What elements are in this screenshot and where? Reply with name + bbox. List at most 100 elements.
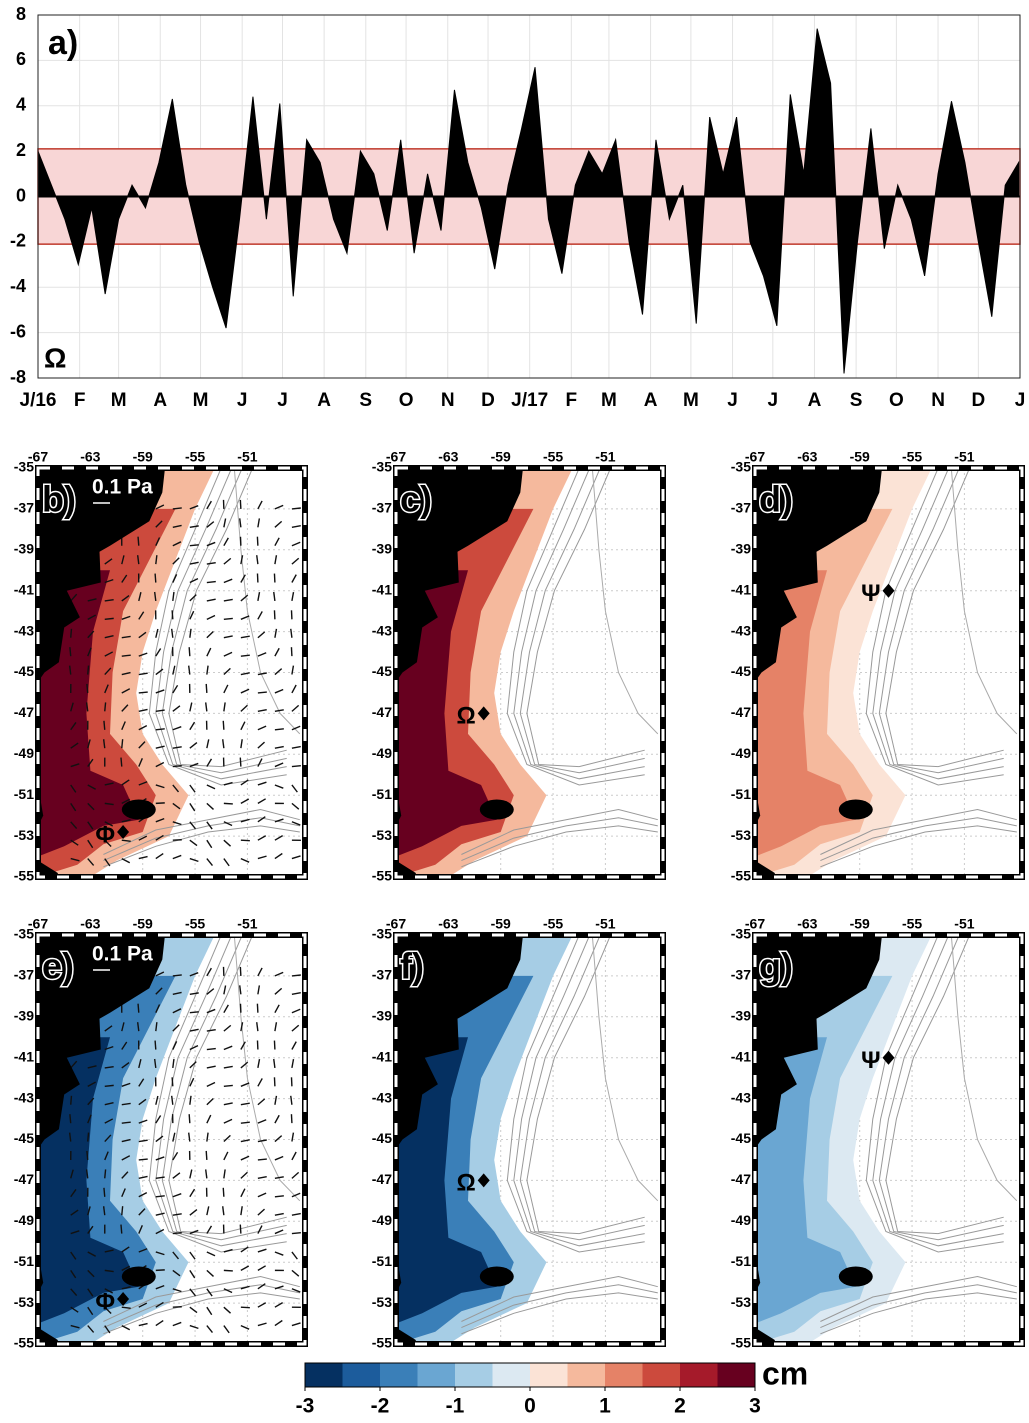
wind-arrow <box>120 757 123 767</box>
wind-arrow <box>239 985 242 995</box>
wind-arrow <box>138 725 148 731</box>
y-tick-label: -55 <box>731 868 751 884</box>
wind-arrow <box>104 1118 114 1124</box>
wind-arrow <box>87 1225 94 1234</box>
wind-arrow <box>291 821 301 826</box>
wind-arrow <box>104 1134 112 1143</box>
y-tick-label: -55 <box>14 868 34 884</box>
wind-arrow <box>257 1078 263 1087</box>
map-panel <box>755 935 1022 1344</box>
wind-arrow <box>121 1138 131 1143</box>
wind-arrow <box>136 1022 140 1032</box>
y-tick-label: -45 <box>731 663 751 679</box>
wind-arrow <box>155 537 161 546</box>
wind-arrow <box>189 1077 195 1087</box>
wind-arrow <box>87 739 91 749</box>
wind-arrow <box>171 1077 174 1087</box>
wind-arrow <box>206 665 209 675</box>
wind-arrow <box>240 615 250 620</box>
isobath <box>148 468 287 786</box>
wind-arrow <box>86 683 89 694</box>
wind-arrow <box>172 974 182 977</box>
wind-arrow <box>257 672 267 676</box>
wind-arrow <box>155 971 165 977</box>
x-tick-label: A <box>644 390 658 411</box>
colorbar-tick-label: -2 <box>371 1395 390 1418</box>
station-marker <box>882 1050 895 1065</box>
wind-arrow <box>155 1022 158 1032</box>
wind-arrow <box>257 708 267 713</box>
wind-arrow <box>155 802 165 805</box>
wind-arrow <box>257 725 267 731</box>
x-tick-label: -59 <box>850 916 870 932</box>
wind-arrow <box>172 574 178 583</box>
wind-arrow <box>104 858 111 867</box>
y-tick-label: -51 <box>731 1253 751 1269</box>
wind-arrow <box>240 1171 248 1179</box>
wind-arrow <box>223 781 233 786</box>
wind-arrow <box>257 816 266 823</box>
wind-arrow <box>121 839 131 842</box>
x-tick-label: -51 <box>237 916 257 932</box>
wind-arrow <box>240 654 250 657</box>
wind-arrow <box>274 1155 284 1161</box>
wind-arrow <box>240 1188 246 1198</box>
wind-arrow <box>137 536 140 546</box>
wind-arrow <box>155 817 165 823</box>
y-tick-label: -53 <box>14 827 34 843</box>
wind-arrow <box>240 1206 243 1216</box>
wind-arrow <box>103 1187 106 1197</box>
wind-arrow <box>70 1251 77 1260</box>
y-tick-label: 2 <box>16 140 26 160</box>
y-tick-label: -51 <box>731 786 751 802</box>
wind-arrow <box>138 691 148 694</box>
wind-arrow <box>69 647 72 657</box>
wind-arrow <box>240 1022 244 1032</box>
wind-arrow <box>223 1004 229 1014</box>
x-tick-label: -55 <box>543 916 563 932</box>
wind-arrow <box>172 854 182 860</box>
wind-arrow <box>154 1040 157 1050</box>
wind-arrow <box>257 1058 261 1069</box>
wind-arrow <box>70 1324 80 1329</box>
wind-arrow <box>257 758 263 767</box>
wind-arrow <box>172 1213 182 1216</box>
wind-arrow <box>256 1022 259 1032</box>
wind-arrow <box>206 1114 212 1124</box>
wind-arrow <box>172 991 182 995</box>
wind-arrow <box>138 1119 148 1124</box>
wind-arrow <box>240 798 250 804</box>
wind-arrow <box>171 610 174 620</box>
colorbar-tick-label: -1 <box>446 1395 465 1418</box>
map-frame <box>393 465 666 880</box>
map-frame <box>35 465 308 880</box>
x-tick-label: -51 <box>954 449 974 465</box>
wind-arrow <box>87 1288 94 1297</box>
wind-arrow <box>257 855 267 860</box>
panel-label: d) <box>759 479 793 520</box>
isobath <box>161 468 287 774</box>
wind-arrow <box>223 985 227 995</box>
wind-arrow <box>172 1008 182 1014</box>
wind-arrow <box>206 1008 216 1014</box>
wind-arrow <box>138 1192 148 1198</box>
wind-arrow <box>223 1065 233 1069</box>
wind-arrow <box>257 1225 263 1234</box>
map-frame <box>752 932 1025 1347</box>
wind-arrow <box>206 839 213 849</box>
wind-arrow <box>222 720 225 730</box>
wind-arrow <box>257 691 267 694</box>
wind-arrow <box>104 1102 114 1106</box>
wind-arrow <box>257 631 266 639</box>
wind-arrow <box>291 684 297 694</box>
falkland-islands <box>479 1266 514 1287</box>
wind-arrow <box>291 525 301 528</box>
wind-arrow <box>87 598 97 602</box>
wind-arrow <box>103 720 106 730</box>
y-tick-label: -35 <box>14 926 34 942</box>
map-panel <box>38 935 305 1344</box>
wind-arrow <box>121 1306 131 1309</box>
wind-arrow <box>291 745 301 749</box>
colorbar-bin <box>605 1363 643 1387</box>
y-tick-label: -55 <box>372 1335 392 1351</box>
